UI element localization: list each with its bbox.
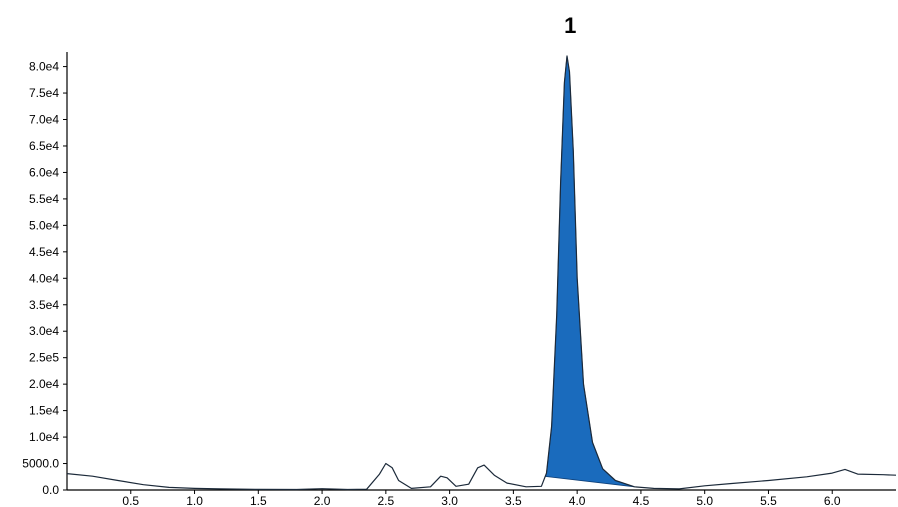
- x-tick-label: 3.0: [441, 494, 458, 507]
- y-tick-label: 5000.0: [22, 457, 59, 471]
- peak-label: 1: [564, 13, 576, 38]
- y-tick-label: 5.5e4: [29, 192, 59, 206]
- y-tick-label: 7.0e4: [29, 113, 59, 127]
- y-tick-label: 3.5e4: [29, 298, 59, 312]
- x-tick-label: 4.0: [569, 494, 586, 507]
- y-tick-label: 2.5e5: [29, 351, 59, 365]
- y-tick-label: 5.0e4: [29, 218, 59, 232]
- axes: [66, 52, 896, 491]
- y-tick-label: 0.0: [42, 483, 59, 497]
- y-tick-label: 4.5e4: [29, 245, 59, 259]
- peak-annotations: 1: [564, 13, 576, 38]
- x-tick-label: 6.0: [824, 494, 841, 507]
- plot-area: [66, 55, 897, 491]
- x-tick-label: 5.5: [760, 494, 777, 507]
- y-tick-label: 1.5e4: [29, 404, 59, 418]
- x-tick-label: 1.0: [186, 494, 203, 507]
- x-axis-ticks: 0.5 1.0 1.5 2.0 2.5 3.0 3.5 4.0 4.5 5.0 5.5 6.0: [122, 490, 841, 507]
- y-axis-ticks: 0.0 5000.0 1.0e4 1.5e4 2.0e4 2.5e5 3.0e4 3.5e4 4…: [22, 60, 67, 497]
- y-tick-label: 6.5e4: [29, 139, 59, 153]
- x-tick-label: 1.5: [250, 494, 267, 507]
- y-tick-label: 8.0e4: [29, 60, 59, 74]
- x-tick-label: 4.5: [633, 494, 650, 507]
- y-tick-label: 4.0e4: [29, 271, 59, 285]
- y-tick-label: 6.0e4: [29, 165, 59, 179]
- y-tick-label: 7.5e4: [29, 86, 59, 100]
- x-tick-label: 3.5: [505, 494, 522, 507]
- y-tick-label: 3.0e4: [29, 324, 59, 338]
- x-tick-label: 5.0: [696, 494, 713, 507]
- chromatogram-trace: [66, 55, 897, 491]
- x-tick-label: 2.5: [378, 494, 395, 507]
- x-tick-label: 0.5: [122, 494, 139, 507]
- y-tick-label: 1.0e4: [29, 430, 59, 444]
- x-tick-label: 2.0: [314, 494, 331, 507]
- y-tick-label: 2.0e4: [29, 377, 59, 391]
